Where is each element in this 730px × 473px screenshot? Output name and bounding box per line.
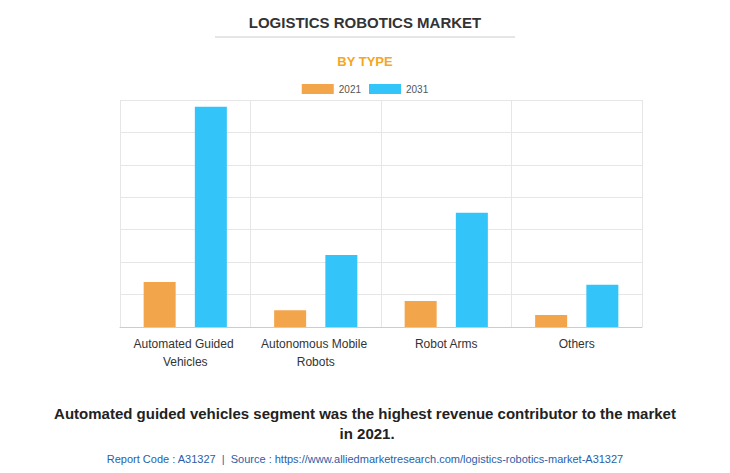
svg-text:Robots: Robots <box>297 355 335 369</box>
svg-text:Robot Arms: Robot Arms <box>415 337 478 351</box>
svg-text:LOGISTICS ROBOTICS MARKET: LOGISTICS ROBOTICS MARKET <box>249 14 482 31</box>
svg-text:2031: 2031 <box>406 84 429 95</box>
svg-text:Automated Guided: Automated Guided <box>134 337 237 351</box>
svg-text:Automated guided vehicles segm: Automated guided vehicles segment was th… <box>54 405 676 422</box>
svg-text:Vehicles: Vehicles <box>163 355 208 369</box>
svg-text:Others: Others <box>559 337 595 351</box>
svg-text:2021: 2021 <box>339 84 362 95</box>
svg-text:BY TYPE: BY TYPE <box>337 54 393 69</box>
svg-text:Report Code : A31327 | Sourc: Report Code : A31327 | Source : https://… <box>107 453 623 465</box>
svg-text:in 2021.: in 2021. <box>335 425 394 442</box>
svg-text:Autonomous Mobile: Autonomous Mobile <box>261 337 370 351</box>
